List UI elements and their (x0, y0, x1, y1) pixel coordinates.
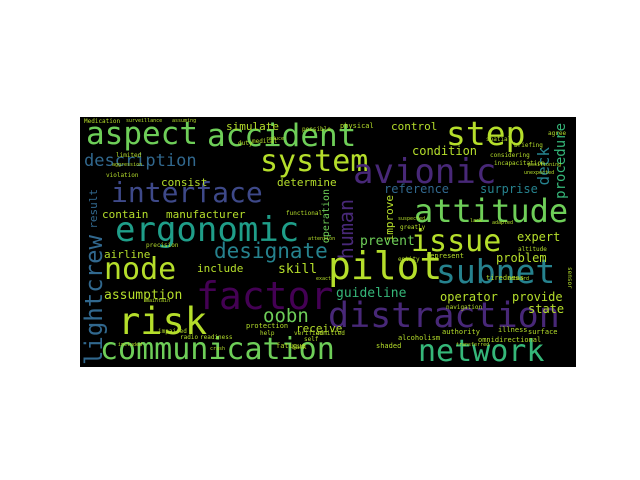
word-navigation: navigation (446, 304, 483, 311)
word-medication: Medication (84, 118, 121, 125)
word-represent: represent (426, 252, 464, 260)
word-ergonomic: ergonomic (115, 210, 300, 250)
word-considering: considering (490, 152, 530, 159)
word-assuming: assuming (172, 118, 197, 124)
word-aggression: aggression (112, 162, 143, 168)
word-verified: verified (294, 330, 323, 337)
word-alcoholism: alcoholism (398, 334, 441, 342)
word-transferred: transferred (456, 342, 490, 348)
word-network: network (418, 334, 545, 367)
word-accident: accident (207, 118, 357, 154)
word-receive: receive (296, 322, 343, 335)
word-guideline: guideline (336, 286, 407, 301)
word-incapacitation: incapacitation (494, 160, 545, 167)
word-subnet: subnet (436, 252, 556, 291)
word-surface: surface (528, 328, 558, 336)
word-pilot: pilot (328, 244, 443, 288)
word-interface: interface (111, 176, 263, 209)
word-possible: possible (302, 126, 331, 133)
word-entity: entity (398, 256, 420, 263)
word-prevent: prevent (360, 234, 415, 249)
word-condition: condition (412, 144, 478, 158)
word-manufacturer: manufacturer (166, 208, 246, 221)
word-simulate: simulate (226, 120, 279, 133)
word-factor: factor (196, 274, 334, 318)
word-reduce: reduce (266, 136, 285, 142)
word-lack: lack (470, 218, 483, 224)
word-illness: illness (498, 326, 528, 334)
word-node: node (104, 252, 177, 287)
word-agree: agree (548, 130, 567, 137)
word-designate: designate (214, 239, 328, 263)
word-avionic: avionic (353, 152, 497, 192)
word-result: result (87, 189, 100, 229)
word-maintain: maintain (146, 298, 171, 304)
word-included: included (118, 342, 143, 348)
word-physical: physical (340, 122, 374, 130)
word-functional: functional (286, 210, 323, 217)
word-medical: medical (252, 138, 278, 145)
word-adapted: adapted (492, 220, 514, 226)
word-greatly: greatly (400, 224, 426, 231)
word-provide: provide (512, 290, 563, 304)
word-attitude: attitude (414, 192, 569, 230)
word-onboard: onboard (508, 276, 530, 282)
word-altitude: altitude (518, 246, 547, 253)
word-operator: operator (440, 290, 498, 304)
word-distraction: distraction (328, 296, 560, 336)
word-protection: protection (246, 322, 289, 330)
word-flightcrew: flightcrew (80, 235, 108, 367)
word-control: control (391, 120, 438, 133)
word-contain: contain (102, 208, 149, 221)
word-system: system (260, 144, 369, 179)
word-description: description (84, 151, 197, 171)
word-omnidirectional: omnidirectional (478, 336, 542, 344)
word-oobn: oobn (263, 305, 309, 327)
word-determine: determine (277, 176, 337, 189)
word-duty: duty (238, 140, 253, 147)
word-expert: expert (517, 230, 561, 244)
word-include: include (197, 262, 244, 275)
word-exact: exact (316, 276, 332, 282)
word-radio: radio (180, 334, 199, 341)
word-tiredness: tiredness (486, 274, 524, 282)
word-briefing: briefing (514, 142, 543, 149)
word-assumption: assumption (104, 288, 183, 303)
word-limited: limited (116, 152, 142, 159)
word-aspect: aspect (86, 117, 198, 152)
word-authority: authority (442, 328, 480, 336)
word-human: human (334, 199, 358, 260)
word-attention: attention (308, 236, 336, 242)
word-airline: airline (104, 248, 151, 261)
word-surprise: surprise (480, 182, 538, 196)
word-spatial: spatial (486, 136, 512, 143)
word-state: state (528, 302, 565, 316)
word-precision: precision (146, 242, 179, 249)
word-fatigue: fatigue (276, 342, 306, 350)
word-crash: crash (210, 346, 226, 352)
word-risk: risk (118, 300, 208, 343)
word-communication: communication (100, 332, 335, 367)
word-issue: issue (411, 224, 502, 259)
word-surveillance: surveillance (126, 118, 163, 124)
word-impaired: impaired (158, 328, 187, 335)
word-cloud: aspect accident step system interface av… (80, 117, 576, 367)
word-suspected: suspected (398, 216, 426, 222)
word-admitted: admitted (316, 330, 345, 337)
word-positioning: positioning (528, 162, 562, 168)
word-sensor: sensor (566, 267, 573, 289)
word-self: self (304, 336, 319, 343)
word-violation: violation (106, 172, 139, 179)
word-problem: problem (496, 251, 547, 265)
word-shaded: shaded (376, 342, 402, 350)
word-unexpected: unexpected (524, 170, 555, 176)
word-bank: bank (292, 344, 307, 351)
word-skill: skill (278, 262, 318, 277)
word-help: help (260, 330, 275, 337)
word-step: step (446, 117, 526, 153)
word-readiness: readiness (200, 334, 233, 341)
word-consist: consist (161, 176, 208, 189)
word-reference: reference (384, 182, 450, 196)
